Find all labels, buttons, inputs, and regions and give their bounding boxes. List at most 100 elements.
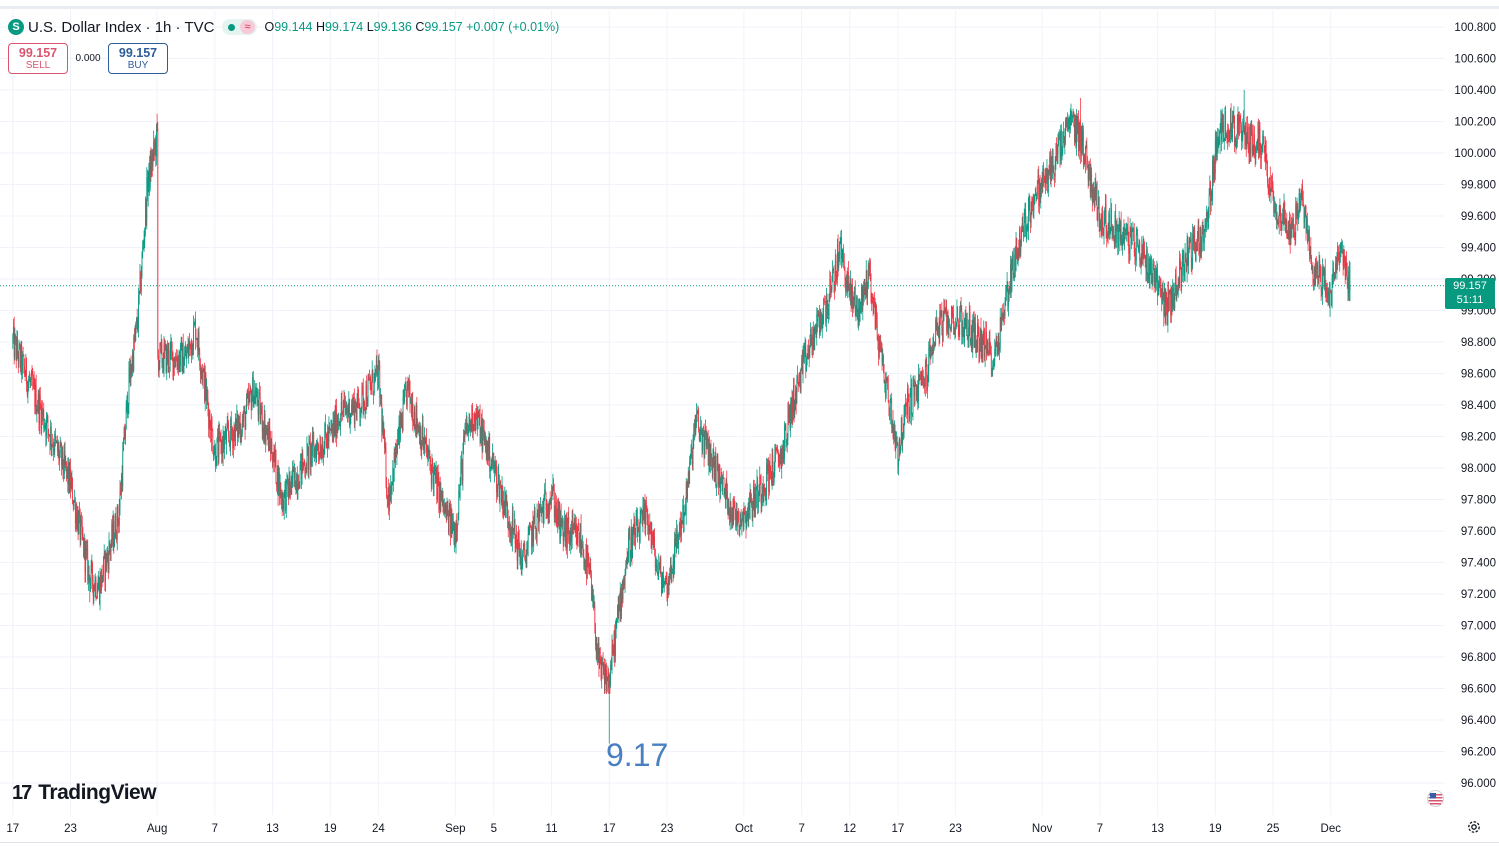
candle-body (1315, 258, 1317, 269)
candle-body (1289, 217, 1291, 245)
candle-body (369, 379, 371, 385)
x-tick-label: 24 (372, 823, 385, 835)
candle-body (1203, 231, 1205, 243)
candle-body (617, 605, 618, 618)
candle-body (169, 367, 170, 369)
open-value: 99.144 (274, 20, 313, 34)
candle-body (711, 456, 713, 461)
candle-body (416, 404, 418, 429)
candle-body (671, 571, 673, 573)
candle-body (856, 297, 858, 307)
candle-body (897, 443, 899, 468)
candle-body (602, 662, 604, 669)
y-tick-label: 100.400 (1454, 85, 1496, 97)
candle-body (355, 410, 357, 418)
candle-body (92, 584, 94, 597)
candle-body (548, 511, 550, 515)
candle-body (201, 370, 203, 372)
candle-body (1210, 198, 1212, 205)
candle-body (207, 397, 209, 409)
tradingview-logo[interactable]: 17 TradingView (12, 781, 157, 805)
candle-body (182, 343, 183, 372)
candle-body (80, 519, 82, 541)
candle-body (450, 510, 452, 535)
candle-body (562, 520, 564, 541)
candle-body (476, 408, 478, 415)
candle-body (1067, 122, 1068, 128)
candle-body (863, 286, 865, 300)
candle-body (1059, 139, 1061, 159)
candle-body (547, 513, 548, 518)
candle-body (1095, 181, 1097, 195)
candle-body (1180, 267, 1182, 288)
sell-button[interactable]: 99.157 SELL (8, 43, 68, 74)
candle-body (87, 548, 89, 581)
candle-body (115, 516, 117, 538)
candle-body (53, 450, 55, 452)
candle-body (924, 383, 926, 387)
candle-body (969, 312, 971, 343)
candle-body (373, 393, 374, 395)
candle-body (997, 335, 999, 355)
candle-body (656, 565, 658, 566)
candle-body (1263, 135, 1264, 141)
gear-icon[interactable] (1467, 820, 1481, 834)
candle-body (1054, 160, 1056, 177)
candle-body (384, 430, 385, 448)
candle-body (922, 376, 924, 387)
candle-body (158, 362, 160, 373)
candle-body (465, 421, 467, 433)
candle-body (157, 128, 159, 355)
candle-body (223, 435, 225, 449)
chart-annotation[interactable]: 9.17 (606, 737, 669, 773)
candle-body (1339, 252, 1341, 263)
candle-body (571, 519, 573, 541)
candle-body (1109, 213, 1110, 235)
candle-body (723, 478, 725, 496)
candle-body (1092, 189, 1094, 202)
candle-body (1192, 234, 1194, 266)
candle-body (806, 359, 807, 372)
candle-body (905, 404, 907, 406)
low-value: 99.136 (373, 20, 412, 34)
candle-body (1210, 182, 1211, 205)
candle-body (532, 521, 534, 542)
candle-body (255, 396, 257, 404)
candle-body (1256, 142, 1258, 147)
candle-body (979, 328, 981, 348)
candle-body (661, 582, 663, 594)
symbol-title[interactable]: U.S. Dollar Index · 1h · TVC (28, 18, 215, 36)
candle-body (377, 368, 379, 388)
candle-body (779, 448, 781, 455)
candle-body (1295, 203, 1297, 238)
candle-body (467, 424, 469, 435)
candle-body (375, 359, 377, 369)
candle-body (1214, 140, 1216, 174)
candle-body (280, 482, 282, 499)
candle-body (57, 440, 58, 452)
candle-body (540, 506, 542, 513)
candle-body (1137, 245, 1139, 247)
candle-body (695, 422, 697, 432)
candle-body (312, 434, 313, 457)
candle-body (355, 401, 357, 411)
candle-body (430, 464, 431, 466)
buy-button[interactable]: 99.157 BUY (108, 43, 168, 74)
candle-body (845, 280, 847, 291)
candle-body (252, 376, 254, 407)
candle-body (1104, 203, 1106, 215)
candle-body (1049, 157, 1051, 173)
candle-body (1266, 159, 1268, 171)
candle-body (992, 364, 994, 367)
candle-body (200, 370, 202, 374)
candle-body (793, 385, 794, 415)
candle-body (624, 573, 626, 586)
candle-body (1055, 143, 1057, 161)
candle-body (946, 311, 948, 332)
market-status-pill[interactable]: ≈ (222, 19, 257, 35)
candle-body (853, 299, 855, 301)
us-flag-icon[interactable] (1427, 790, 1444, 807)
candle-body (632, 536, 634, 559)
candle-body (1175, 274, 1177, 294)
